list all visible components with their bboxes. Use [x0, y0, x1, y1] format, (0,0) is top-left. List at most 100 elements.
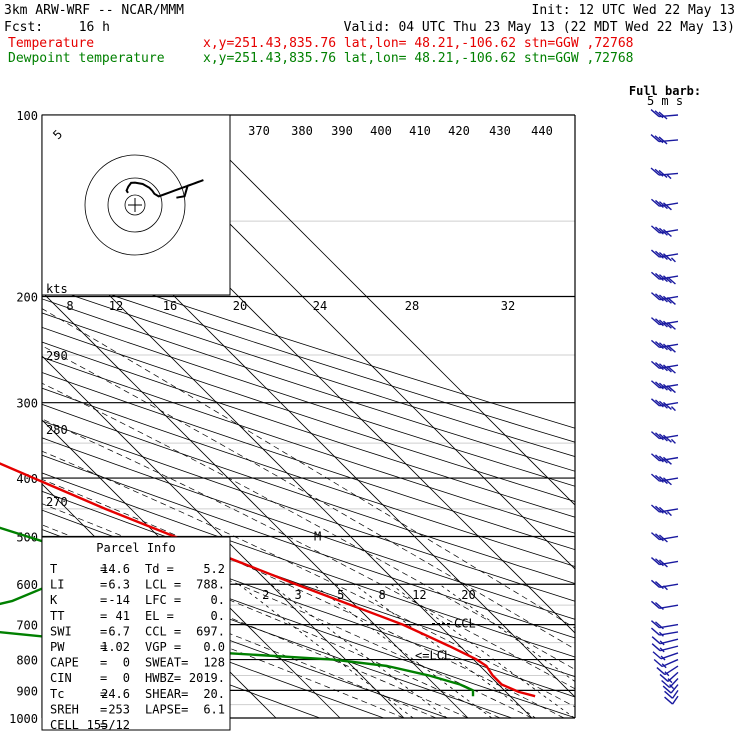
parcel-info-cell: 0: [123, 656, 130, 670]
wind-barb-flag: [650, 627, 660, 636]
wind-barb-flag: [654, 293, 664, 302]
wind-barb-flag: [662, 343, 672, 352]
wind-barb-flag: [651, 636, 661, 645]
wind-barb-staff: [661, 658, 679, 668]
wind-barb: [650, 292, 679, 305]
wind-barb-flag: [666, 344, 676, 353]
wind-barb-flag: [650, 600, 660, 609]
theta-label: 400: [370, 124, 392, 138]
wind-barb-flag: [658, 476, 668, 485]
parcel-info-rows: T =14.6 Td = 5.2LI = 6.3 LCL = 788.K = -14 LFC = 0.…: [50, 562, 225, 732]
wind-barb-flag: [658, 251, 668, 260]
wind-barb-half: [660, 655, 666, 661]
speed-tick-label: 24: [313, 299, 327, 313]
wind-barb: [650, 339, 679, 353]
wind-barb-flag: [650, 339, 660, 348]
wind-barb-flag: [656, 667, 666, 676]
moist-adiabat: [42, 542, 469, 719]
parcel-info-cell: 1.02: [101, 640, 130, 654]
wind-barb: [650, 167, 679, 180]
wind-barb-flag: [658, 363, 668, 372]
parcel-info-cell: 0.: [211, 609, 225, 623]
wind-barb-flag: [662, 401, 672, 410]
parcel-info-cell: 14.6: [101, 562, 130, 576]
dewpoint-legend: Dewpoint temperature: [8, 51, 165, 66]
parcel-info-cell: 6.7: [108, 624, 130, 638]
speed-tick-label: 8: [66, 299, 73, 313]
parcel-info-cell: 788.: [196, 578, 225, 592]
mixing-ratio-line: [312, 583, 493, 719]
wind-barb-flag: [654, 558, 664, 567]
wind-barb-flag: [653, 659, 663, 668]
wind-barb: [650, 109, 679, 120]
mixing-ratio-label: 3: [294, 588, 301, 602]
isotherm: [42, 291, 469, 719]
theta-label: 440: [531, 124, 553, 138]
wind-barb-half: [658, 631, 664, 637]
parcel-info-cell: TT: [50, 609, 64, 623]
wind-barb-flag: [658, 400, 668, 409]
wind-barb-flag: [650, 453, 660, 462]
parcel-info-cell: PW: [50, 640, 65, 654]
wind-barb-half: [669, 684, 675, 690]
parcel-info-cell: =: [100, 702, 107, 716]
theta-label: 390: [331, 124, 353, 138]
freezing-mark: M: [314, 529, 321, 543]
parcel-info-cell: CELL: [50, 718, 79, 732]
wind-barb: [651, 643, 679, 653]
dewpoint-line: [0, 526, 475, 697]
forecast-hour: 16 h: [79, 20, 110, 35]
wind-barb-flag: [658, 169, 668, 178]
isotherm: [42, 227, 533, 719]
parcel-info-cell: CIN: [50, 671, 72, 685]
wind-barb-staff: [670, 684, 679, 694]
full-barb-value: 5 m s: [647, 94, 683, 108]
wind-barb-flag: [659, 673, 669, 682]
wind-barb-flag: [654, 533, 664, 542]
wind-barb-flag: [662, 228, 672, 238]
wind-barb-flag: [654, 399, 664, 408]
parcel-info-cell: =: [100, 640, 107, 654]
wind-barb-flag: [651, 643, 661, 652]
wind-barb: [650, 360, 679, 374]
parcel-info-cell: LAPSE=: [145, 702, 188, 716]
parcel-info-title: Parcel Info: [96, 541, 175, 555]
dry-adiabat: [42, 312, 575, 487]
isotherm: [42, 419, 341, 719]
wind-barb-flag: [666, 365, 676, 374]
wind-barb-flag: [650, 271, 660, 280]
wind-barb: [650, 249, 679, 263]
wind-barb-flag: [666, 321, 676, 330]
wind-barb: [653, 658, 679, 669]
hodograph-ring: [84, 154, 186, 256]
wind-barb-half: [666, 174, 672, 180]
wind-barb-flag: [654, 250, 664, 259]
wind-barb-flag: [654, 381, 664, 390]
wind-barb-flag: [666, 276, 676, 285]
wind-barb-flag: [654, 168, 664, 177]
wind-barb-flag: [650, 620, 660, 629]
theta-label: 430: [489, 124, 511, 138]
init-time: Init: 12 UTC Wed 22 May 13: [532, 3, 736, 18]
wind-barb: [661, 678, 679, 690]
wind-barb-flag: [654, 474, 664, 483]
dry-adiabat: [42, 590, 384, 719]
wind-barb-flag: [658, 559, 668, 568]
wind-barb: [650, 431, 679, 444]
wind-barb-flag: [662, 477, 672, 486]
wind-barb-flag: [650, 134, 660, 143]
wind-barb: [650, 271, 679, 285]
wind-barb: [650, 453, 679, 465]
wind-barb: [659, 671, 679, 684]
theta-label-low: 290: [46, 349, 68, 363]
wind-barb: [650, 473, 679, 486]
wind-barb-flag: [658, 136, 668, 145]
parcel-info-cell: =: [100, 718, 107, 732]
pressure-label: 400: [16, 472, 38, 486]
wind-barb-flag: [654, 226, 664, 235]
wind-barb: [650, 225, 679, 238]
wind-barb-flag: [658, 506, 668, 515]
dry-adiabat: [42, 437, 575, 620]
valid-time: Valid: 04 UTC Thu 23 May 13 (22 MDT Wed …: [344, 20, 735, 35]
